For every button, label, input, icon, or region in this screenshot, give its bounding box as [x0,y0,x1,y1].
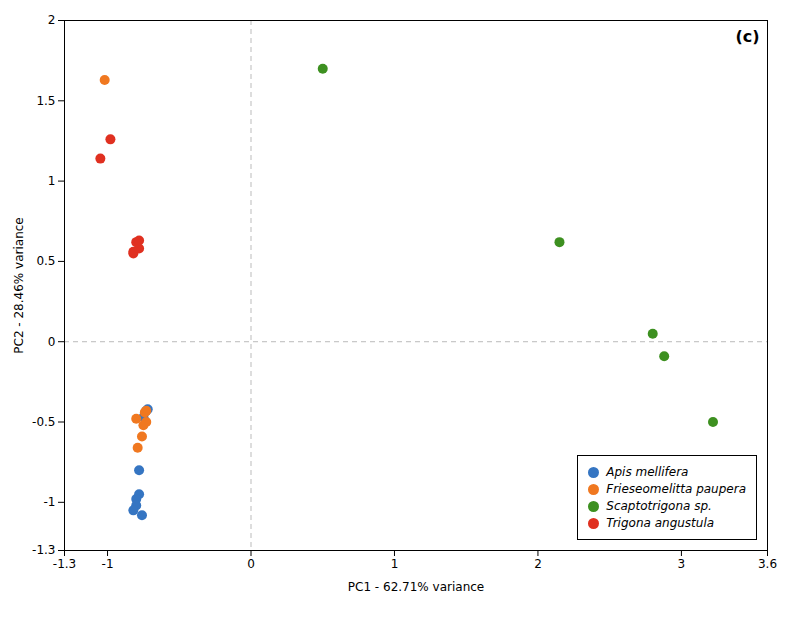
svg-text:3.6: 3.6 [758,557,777,571]
svg-text:-1: -1 [44,495,56,509]
svg-text:0.5: 0.5 [36,254,55,268]
svg-text:1: 1 [391,557,399,571]
svg-text:-1.3: -1.3 [32,543,55,557]
svg-text:-1.3: -1.3 [53,557,76,571]
svg-text:3: 3 [678,557,686,571]
svg-text:1: 1 [48,174,56,188]
html-text:Trigona angustula: Trigona angustula [606,516,715,530]
svg-text:PC2 - 28.46% variance: PC2 - 28.46% variance [12,217,26,353]
svg-text:PC1 - 62.71% variance: PC1 - 62.71% variance [348,580,484,594]
svg-text:-1: -1 [102,557,114,571]
html-text:Scaptotrigona sp.: Scaptotrigona sp. [606,499,712,513]
svg-text:2: 2 [534,557,542,571]
svg-text:2: 2 [48,13,56,27]
svg-text:(c): (c) [735,27,759,46]
html-text:Apis mellifera: Apis mellifera [606,465,689,479]
svg-text:-0.5: -0.5 [32,415,55,429]
html-text:Frieseomelitta paupera: Frieseomelitta paupera [606,482,746,496]
svg-text:1.5: 1.5 [36,94,55,108]
svg-text:0: 0 [48,335,56,349]
svg-text:0: 0 [247,557,255,571]
